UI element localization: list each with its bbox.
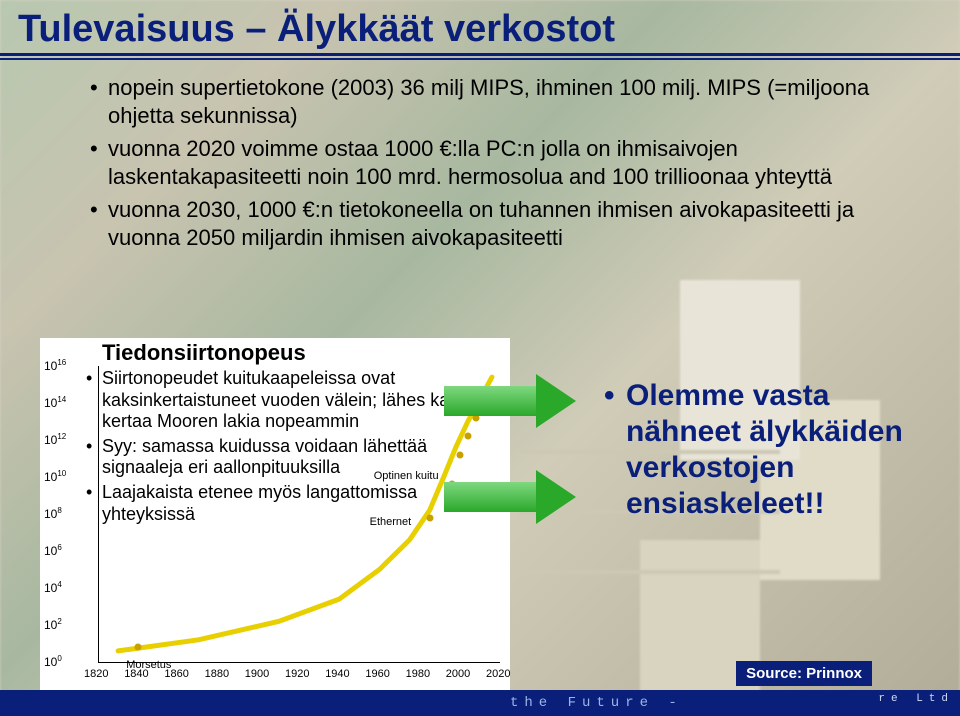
page-title: Tulevaisuus – Älykkäät verkostot <box>0 0 960 53</box>
y-tick-label: 100 <box>44 654 62 669</box>
bullet-3: vuonna 2030, 1000 €:n tietokoneella on t… <box>90 196 870 251</box>
chart-title: Tiedonsiirtonopeus <box>102 340 306 366</box>
chart-bullets: Siirtonopeudet kuitukaapeleissa ovat kak… <box>86 368 486 528</box>
chart-bullet-1: Siirtonopeudet kuitukaapeleissa ovat kak… <box>86 368 486 433</box>
y-tick-label: 1014 <box>44 395 66 410</box>
x-tick-label: 1920 <box>285 668 309 680</box>
arrow-icon-1 <box>444 374 584 428</box>
title-rule-thick <box>0 53 960 56</box>
chart-marker <box>135 644 142 651</box>
chart-bullet-3: Laajakaista etenee myös langattomissa yh… <box>86 482 486 525</box>
x-tick-label: 1900 <box>245 668 269 680</box>
y-tick-label: 104 <box>44 580 62 595</box>
y-tick-label: 1016 <box>44 358 66 373</box>
y-tick-label: 1012 <box>44 432 66 447</box>
x-tick-label: 1820 <box>84 668 108 680</box>
x-tick-label: 1960 <box>365 668 389 680</box>
x-tick-label: 2020 <box>486 668 510 680</box>
y-tick-label: 108 <box>44 506 62 521</box>
x-tick-label: 1880 <box>205 668 229 680</box>
source-badge: Source: Prinnox <box>736 661 872 686</box>
footer-bar: the Future - re Ltd <box>0 690 960 716</box>
right-highlight-text: Olemme vasta nähneet älykkäiden verkosto… <box>604 378 944 522</box>
y-tick-label: 1010 <box>44 469 66 484</box>
x-tick-label: 2000 <box>446 668 470 680</box>
title-rule-thin <box>0 58 960 60</box>
main-bullets: nopein supertietokone (2003) 36 milj MIP… <box>90 74 870 251</box>
copyright: re Ltd <box>878 686 954 712</box>
x-tick-label: 1940 <box>325 668 349 680</box>
bullet-1: nopein supertietokone (2003) 36 milj MIP… <box>90 74 870 129</box>
chart-marker-label: Morsetus <box>126 659 171 671</box>
chart-bullet-2: Syy: samassa kuidussa voidaan lähettää s… <box>86 436 486 479</box>
x-tick-label: 1980 <box>406 668 430 680</box>
right-highlight: Olemme vasta nähneet älykkäiden verkosto… <box>604 378 944 522</box>
y-tick-label: 102 <box>44 617 62 632</box>
arrow-icon-2 <box>444 470 584 524</box>
footer-text: the Future - <box>510 695 683 711</box>
y-tick-label: 106 <box>44 543 62 558</box>
bullet-2: vuonna 2020 voimme ostaa 1000 €:lla PC:n… <box>90 135 870 190</box>
